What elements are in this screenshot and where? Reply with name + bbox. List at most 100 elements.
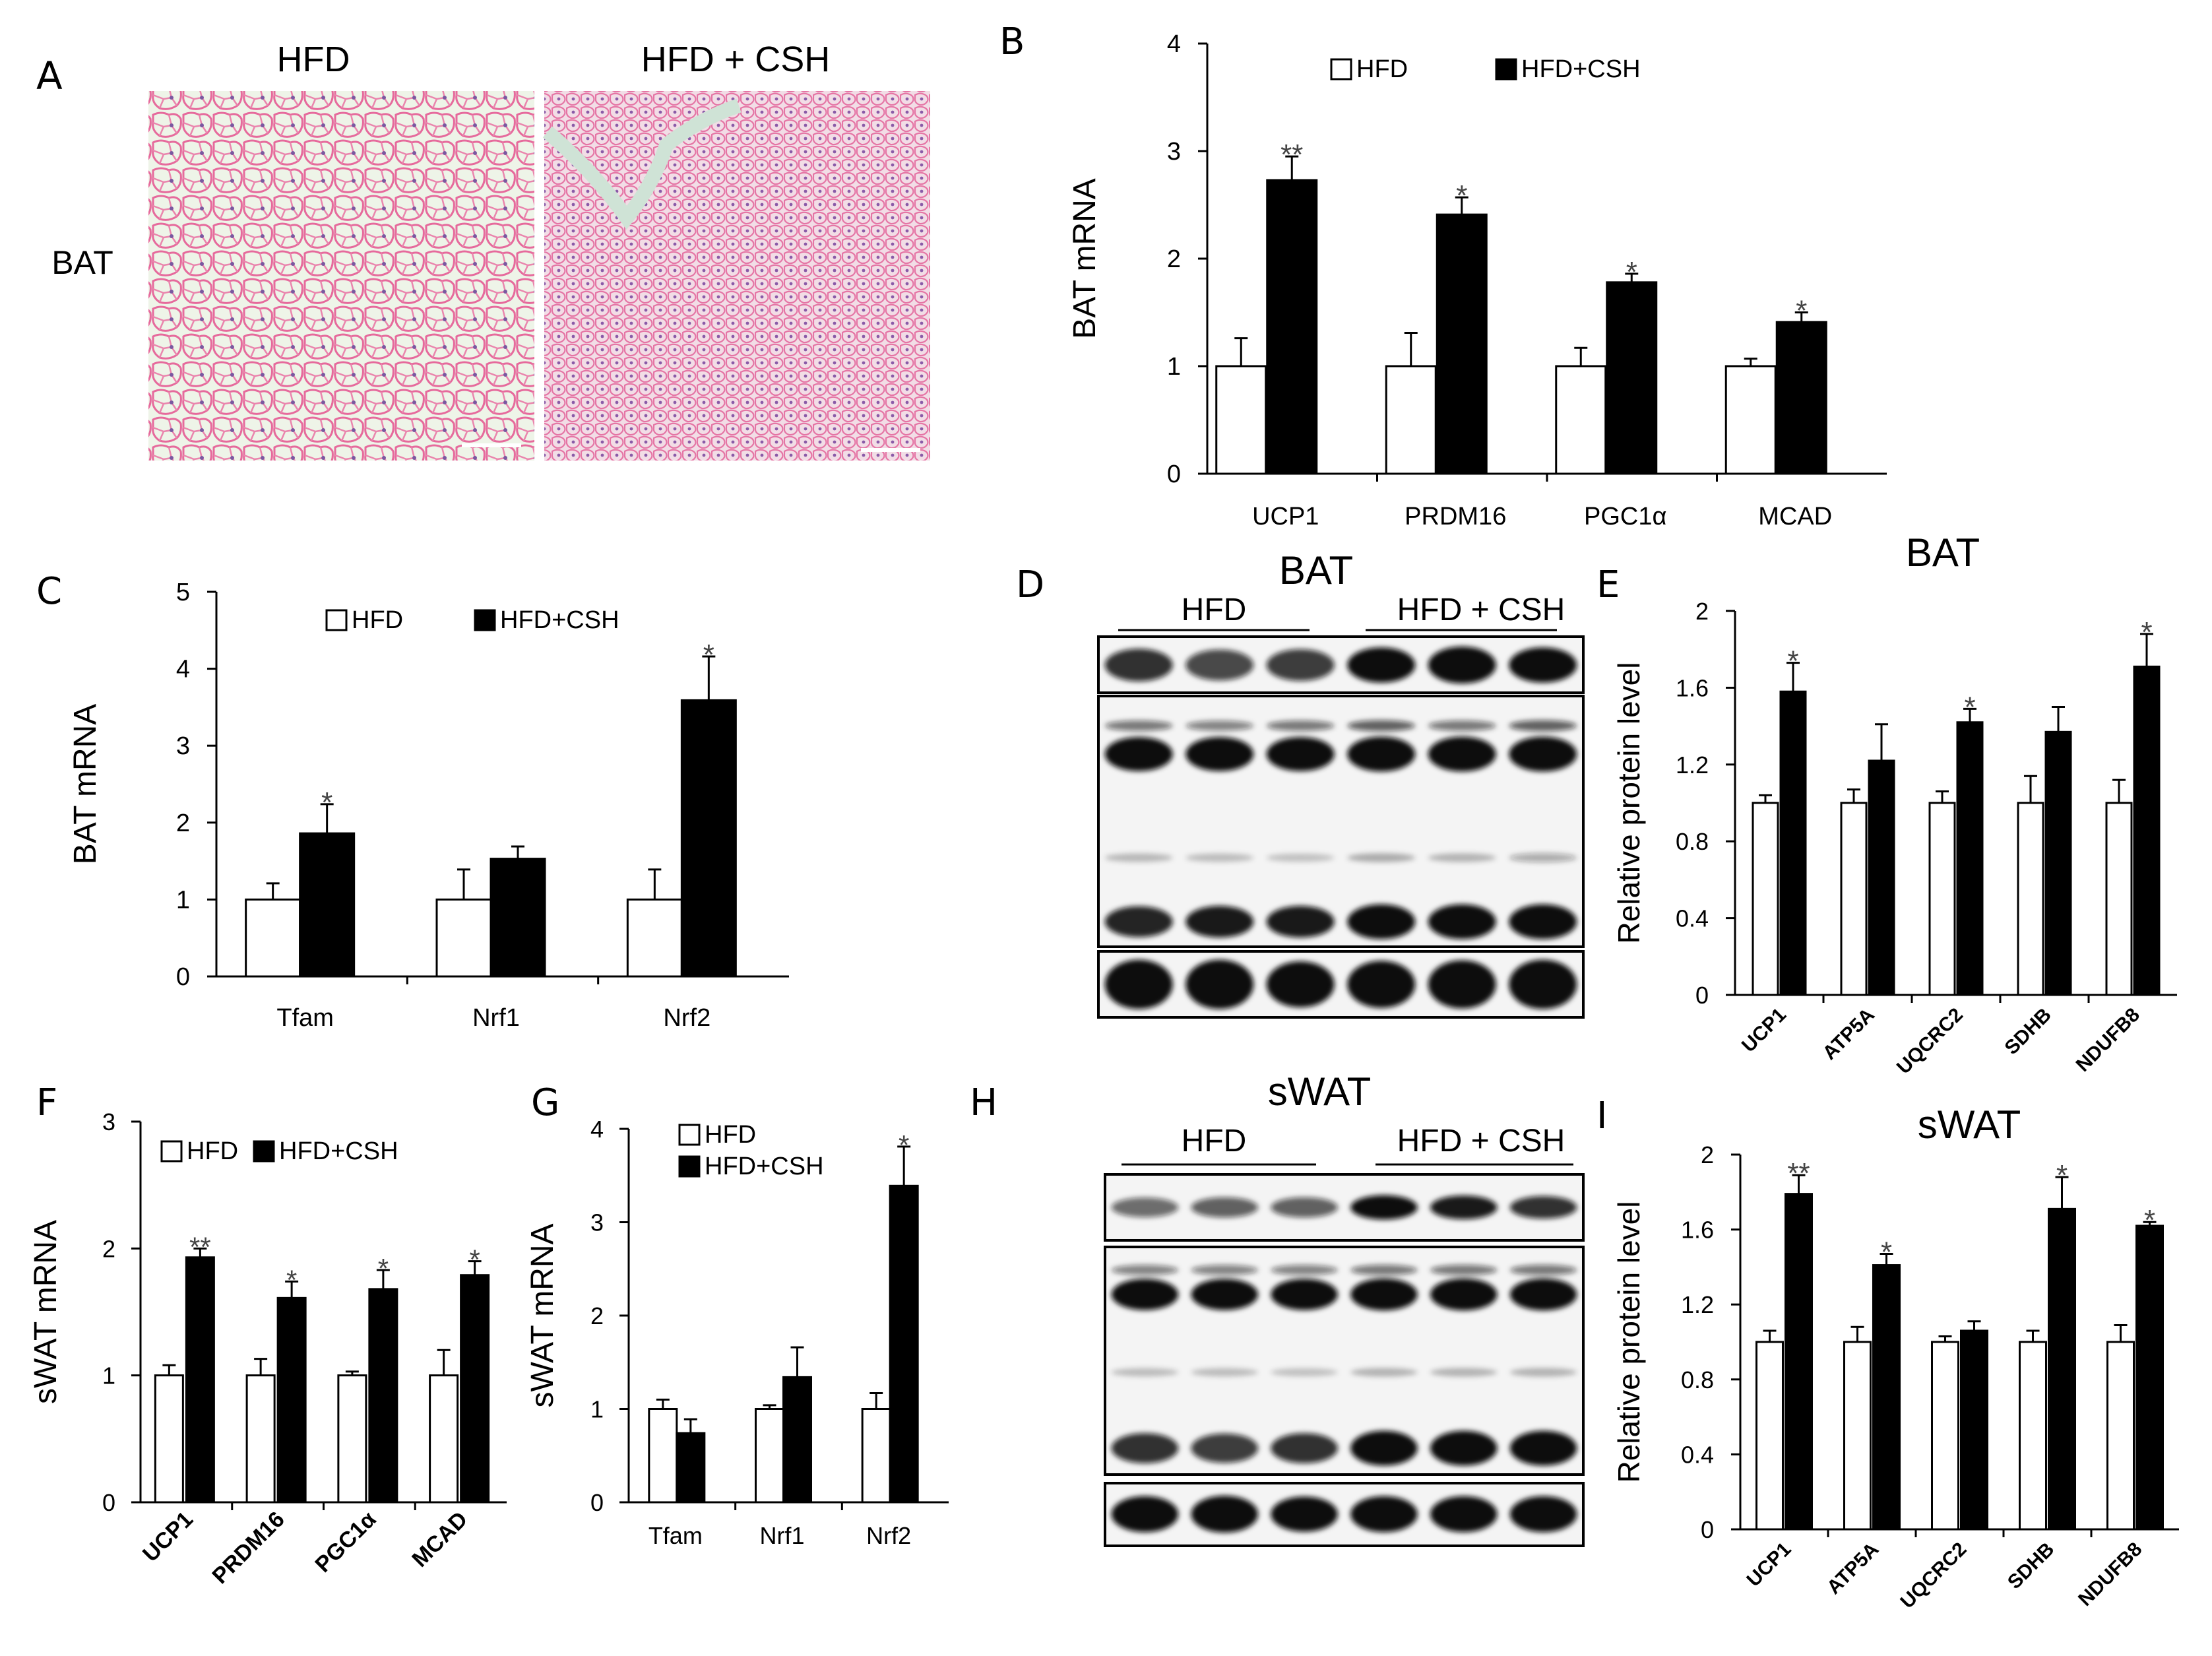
- blot-band: [1111, 1496, 1179, 1533]
- y-tick-label: 0: [102, 1489, 115, 1516]
- panel-letter-h: H: [970, 1081, 997, 1124]
- x-tick-label: Nrf2: [866, 1522, 911, 1549]
- x-tick-label: NDUFB8: [2074, 1539, 2146, 1610]
- blot-band: [1509, 1195, 1577, 1219]
- blot-band: [1271, 1368, 1338, 1377]
- legend-label: HFD: [352, 606, 403, 634]
- blot-group-hfd: HFD: [1182, 592, 1247, 627]
- blot-band: [1350, 1278, 1418, 1311]
- bar-hfd-csh: [276, 1296, 307, 1504]
- bar-hfd-csh: [2044, 730, 2072, 996]
- x-tick-label: PGC1α: [1584, 503, 1666, 530]
- blot-membrane: [1104, 1482, 1585, 1547]
- bar-hfd: [1215, 365, 1267, 475]
- bar-hfd-csh: [676, 1432, 706, 1504]
- blot-band: [1430, 1195, 1498, 1219]
- blot-band: [1111, 1433, 1179, 1463]
- blot-band: [1428, 647, 1496, 684]
- blot-band: [1428, 904, 1496, 939]
- histology-image-hfd-csh: [544, 91, 930, 461]
- blot-band: [1271, 1279, 1338, 1310]
- blot-band: [1271, 1496, 1338, 1532]
- blot-band: [1104, 737, 1173, 771]
- y-tick-label: 0: [1701, 1516, 1714, 1543]
- blot-band: [1271, 1197, 1338, 1218]
- x-tick-label: ATP5A: [1819, 1004, 1879, 1064]
- bar-hfd-csh: [1779, 690, 1807, 996]
- legend-swatch-hfd-csh: [253, 1140, 275, 1162]
- y-tick-label: 1.6: [1681, 1217, 1714, 1244]
- y-tick-label: 2: [1167, 245, 1181, 273]
- y-tick-label: 4: [176, 656, 190, 684]
- significance-mark: **: [1280, 139, 1303, 171]
- y-tick-label: 2: [102, 1235, 115, 1262]
- y-tick-label: 1: [176, 886, 190, 914]
- significance-mark: *: [1796, 295, 1807, 327]
- blot-band: [1509, 1496, 1577, 1533]
- blot-band: [1271, 1265, 1338, 1275]
- bar-hfd-csh: [1775, 321, 1827, 475]
- chart-e: E BAT 0 0.4 0.8 1.2 1.6 2 Relative protein level…: [1596, 530, 2177, 1079]
- bar-hfd: [1385, 365, 1437, 475]
- blot-band: [1111, 1197, 1179, 1217]
- y-tick-label: 1.2: [1681, 1291, 1714, 1318]
- legend-swatch-hfd: [1330, 58, 1352, 80]
- bar-hfd: [1555, 365, 1607, 475]
- blot-band: [1430, 1265, 1498, 1275]
- panel-h: H sWAT HFD HFD + CSH UCP1ATP5AUQCRC2SDHB…: [970, 1069, 1585, 1547]
- blot-band: [1509, 647, 1577, 683]
- significance-mark: *: [1881, 1236, 1892, 1269]
- significance-mark: **: [1787, 1157, 1810, 1190]
- bar-hfd: [154, 1374, 184, 1504]
- x-tick-label: UCP1: [1738, 1004, 1790, 1057]
- y-tick-label: 1: [102, 1362, 115, 1389]
- blot-band: [1350, 1368, 1418, 1377]
- legend-swatch-hfd: [678, 1124, 701, 1146]
- legend-label: HFD+CSH: [279, 1137, 398, 1165]
- panel-letter: G: [531, 1081, 559, 1124]
- x-tick-label: MCAD: [1758, 503, 1832, 530]
- blot-band: [1430, 1278, 1498, 1311]
- bar-hfd: [429, 1374, 459, 1504]
- blot-body-bat: UCP1ATP5AUQCRC2SDHBNDUFB8β-tubulin: [1097, 635, 1585, 1019]
- blot-band: [1111, 1368, 1179, 1377]
- blot-band: [1350, 1430, 1418, 1466]
- blot-group-hfd-csh: HFD + CSH: [1397, 592, 1565, 627]
- y-axis-label: Relative protein level: [1612, 662, 1646, 943]
- bar-hfd: [245, 1374, 276, 1504]
- blot-band: [1266, 737, 1335, 771]
- chart-title: sWAT: [1918, 1102, 2021, 1147]
- bar-hfd: [2019, 1341, 2047, 1531]
- significance-mark: **: [189, 1231, 211, 1262]
- significance-mark: *: [1626, 256, 1637, 288]
- legend-label: HFD+CSH: [1521, 55, 1641, 83]
- panel-letter-a: A: [36, 53, 63, 98]
- panel-letter: I: [1596, 1095, 1608, 1137]
- bar-hfd: [861, 1408, 891, 1504]
- blot-membrane: [1104, 1173, 1585, 1242]
- blot-band: [1191, 1433, 1258, 1463]
- x-tick-label: UCP1: [1252, 503, 1319, 530]
- blot-band: [1509, 959, 1577, 1009]
- blot-band: [1509, 1278, 1577, 1311]
- blot-band: [1111, 1265, 1179, 1275]
- blot-band: [1509, 853, 1577, 862]
- panel-letter: C: [36, 570, 62, 613]
- y-tick-label: 3: [1167, 138, 1181, 166]
- y-tick-label: 0.4: [1676, 905, 1709, 932]
- blot-band: [1428, 736, 1496, 772]
- blot-band: [1509, 904, 1577, 939]
- bar-hfd: [626, 898, 683, 978]
- panel-letter: F: [36, 1081, 57, 1124]
- blot-band: [1347, 736, 1416, 772]
- blot-band: [1428, 960, 1496, 1009]
- significance-mark: *: [1456, 179, 1467, 212]
- blot-band: [1350, 1265, 1418, 1275]
- blot-group-hfd-csh: HFD + CSH: [1397, 1124, 1565, 1159]
- x-tick-label: UCP1: [138, 1507, 198, 1567]
- blot-band: [1185, 959, 1254, 1009]
- blot-band: [1430, 1496, 1498, 1533]
- y-axis-label: BAT mRNA: [68, 704, 103, 865]
- bar-hfd: [337, 1374, 367, 1504]
